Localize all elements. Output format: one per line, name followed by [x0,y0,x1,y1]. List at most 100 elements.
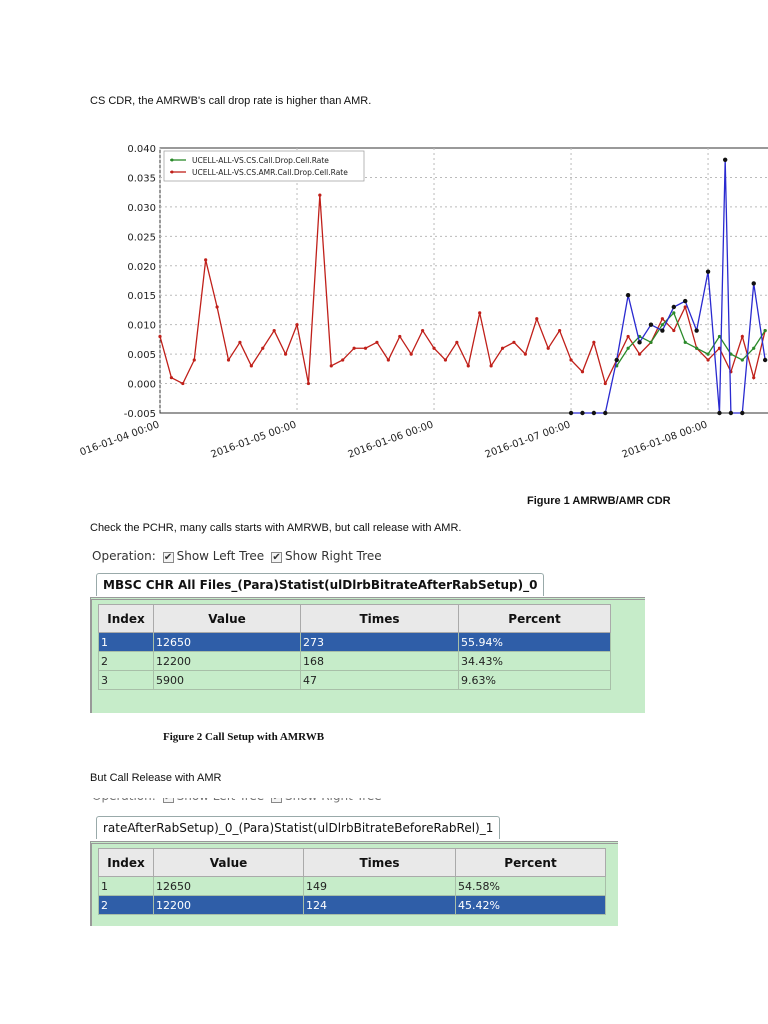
show-left-tree-checkbox[interactable]: ✔ [162,552,174,563]
col-percent[interactable]: Percent [455,848,606,877]
data-point [181,381,185,386]
data-point [683,305,687,309]
tab-setup-statistics[interactable]: MBSC CHR All Files_(Para)Statist(ulDlrbB… [96,573,545,596]
chr-window-release: Operation: ✔Show Left Tree ✔Show Right T… [90,798,618,926]
data-point [722,157,728,162]
data-point [683,340,687,344]
data-point [706,358,710,362]
table-row[interactable]: 2 12200 168 34.43% [98,651,611,671]
show-right-tree-checkbox[interactable]: ✔ [271,552,283,563]
table-row[interactable]: 1 12650 273 55.94% [98,632,611,652]
data-point [204,258,208,262]
table-cell-value: 5900 [153,670,301,690]
data-point [386,358,390,362]
show-right-tree-label: Show Right Tree [285,549,382,563]
data-point [500,346,505,350]
data-point [591,410,597,416]
table-cell-times: 47 [300,670,459,690]
col-times[interactable]: Times [300,604,459,633]
data-point [672,311,676,315]
table-cell-times: 168 [300,651,459,671]
data-point [751,281,756,286]
data-point [226,358,231,362]
col-times[interactable]: Times [303,848,456,877]
data-point [717,334,722,339]
col-index[interactable]: Index [98,848,154,877]
table-cell-index: 1 [98,632,154,652]
show-right-tree-checkbox[interactable]: ✔ [271,798,283,803]
data-point [625,293,631,298]
table-row[interactable]: 3 5900 47 9.63% [98,670,611,690]
data-point [580,370,585,374]
table-cell-times: 149 [303,876,456,896]
data-point [637,352,642,356]
tab-release-statistics[interactable]: rateAfterRabSetup)_0_(Para)Statist(ulDlr… [96,816,501,839]
table-cell-index: 1 [98,876,154,896]
data-point [717,410,722,416]
data-point [626,346,630,350]
data-point [558,328,562,333]
data-point [341,358,345,362]
data-point [614,357,619,363]
legend-label: UCELL-ALL-VS.CS.AMR.Call.Drop.Cell.Rate [192,168,348,177]
table-cell-index: 2 [98,895,154,915]
paragraph-cs-cdr: CS CDR, the AMRWB's call drop rate is hi… [90,95,372,107]
show-right-tree-label: Show Right Tree [285,798,382,803]
operation-label: Operation: [92,549,156,563]
data-point [398,334,402,339]
col-value[interactable]: Value [153,604,301,633]
data-point [249,364,253,368]
table-cell-value: 12650 [153,876,304,896]
data-point [283,352,288,356]
data-point [478,311,482,315]
y-tick-label: 0.000 [127,380,156,391]
data-point [660,317,664,321]
table-cell-percent: 55.94% [458,632,611,652]
cdr-line-chart: 0.040 0.035 0.030 0.025 0.020 0.015 0.010 0.005… [80,144,768,461]
table-cell-value: 12200 [153,651,301,671]
data-point [295,323,299,327]
x-tick-label: 2016-01-08 00:00 [621,419,709,460]
data-point [215,305,219,309]
figure-1-caption: Figure 1 AMRWB/AMR CDR [527,495,671,507]
data-point [694,328,699,333]
data-point [637,340,642,345]
data-point [535,317,539,321]
col-value[interactable]: Value [153,848,304,877]
data-point [409,352,413,356]
data-point [523,352,527,356]
data-point [261,346,265,350]
data-point [695,346,699,350]
col-percent[interactable]: Percent [458,604,611,633]
data-point [512,340,516,344]
series-line-0 [616,311,766,367]
show-left-tree-label: Show Left Tree [177,798,265,803]
table-cell-percent: 54.58% [455,876,606,896]
table-cell-index: 2 [98,651,154,671]
data-point [318,193,322,197]
col-index[interactable]: Index [98,604,154,633]
data-point [592,340,596,344]
table-panel: Index Value Times Percent 1 12650 149 54.58… [90,841,618,926]
operation-bar: Operation: ✔ Show Left Tree ✔ Show Right T… [92,549,382,563]
table-row[interactable]: 2 12200 124 45.42% [98,895,606,915]
data-point [489,364,493,368]
series-line-1 [159,195,766,386]
data-point [238,340,242,344]
bitrate-release-table: Index Value Times Percent 1 12650 149 54.58… [98,848,606,915]
x-tick-label: 2016-01-04 00:00 [80,419,161,460]
y-tick-label: 0.040 [127,144,156,155]
chr-window-setup: Operation: ✔ Show Left Tree ✔ Show Right T… [90,548,645,713]
y-tick-label: 0.005 [127,350,156,361]
table-row[interactable]: 1 12650 149 54.58% [98,876,606,896]
operation-bar-clipped: Operation: ✔Show Left Tree ✔Show Right T… [92,798,382,803]
x-tick-label: 2016-01-05 00:00 [210,419,298,460]
data-point [648,322,654,327]
data-point [671,304,677,310]
data-point [672,328,676,333]
data-point [660,323,664,327]
data-point [546,346,550,350]
show-left-tree-checkbox[interactable]: ✔ [162,798,174,803]
data-point [352,346,356,350]
data-point [329,364,333,368]
